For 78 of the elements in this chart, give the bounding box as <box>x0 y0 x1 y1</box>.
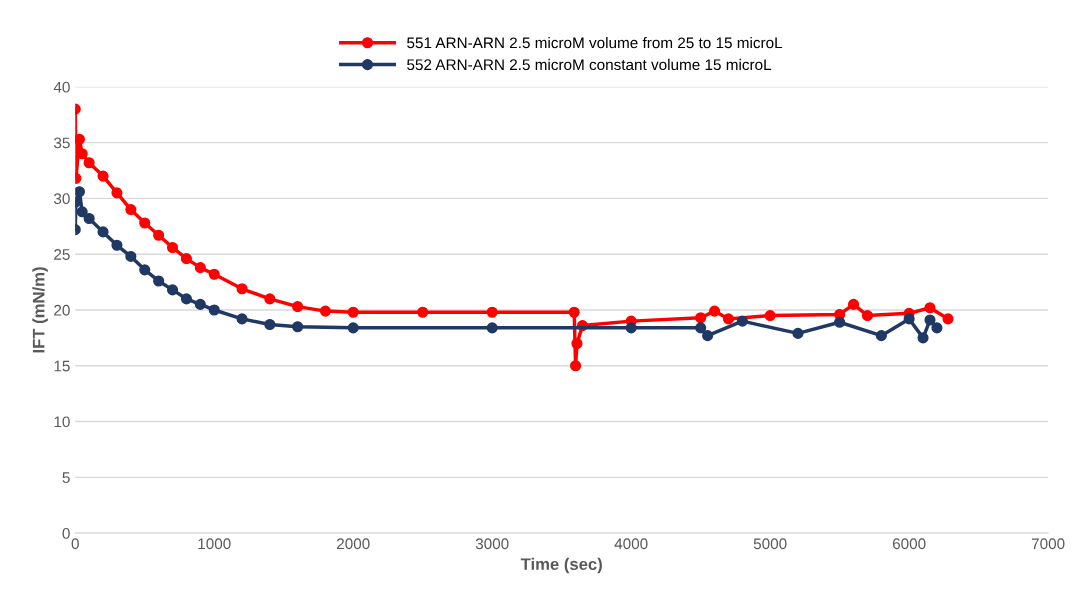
point <box>83 212 95 225</box>
point <box>236 313 248 325</box>
point <box>942 313 954 325</box>
point <box>570 360 582 372</box>
x-tick-label: 3000 <box>475 538 509 550</box>
point <box>194 262 206 274</box>
point <box>97 170 109 182</box>
point <box>764 310 776 322</box>
point <box>702 330 714 342</box>
point <box>736 315 748 327</box>
point <box>722 313 735 325</box>
point <box>695 322 707 334</box>
point <box>111 187 123 199</box>
point <box>625 322 637 334</box>
point <box>208 268 220 280</box>
point <box>264 293 276 305</box>
point <box>486 322 498 334</box>
point <box>153 229 165 241</box>
point <box>861 310 874 322</box>
point <box>875 330 887 342</box>
y-tick-label: 30 <box>53 193 70 205</box>
point <box>695 312 707 324</box>
point <box>924 302 936 314</box>
x-tick-label: 7000 <box>1031 538 1065 550</box>
y-tick-label: 35 <box>53 137 70 149</box>
point <box>76 206 88 218</box>
point <box>83 157 95 169</box>
point <box>568 306 580 318</box>
point <box>153 275 165 287</box>
point <box>194 298 206 310</box>
point <box>924 314 936 326</box>
point <box>111 239 123 251</box>
point <box>180 253 192 265</box>
point <box>166 241 179 254</box>
point <box>292 301 304 313</box>
point <box>834 316 846 328</box>
x-axis-title: Time (sec) <box>520 557 602 574</box>
x-tick-label: 1000 <box>198 538 231 550</box>
point <box>319 305 331 317</box>
y-tick-label: 0 <box>62 527 70 539</box>
y-tick-label: 15 <box>54 360 70 372</box>
y-tick-label: 20 <box>54 304 70 316</box>
point <box>166 284 179 296</box>
y-axis-title: IFT (mN/m) <box>32 267 48 353</box>
point <box>347 306 359 318</box>
point <box>180 293 192 305</box>
point <box>264 318 276 331</box>
y-tick-label: 40 <box>53 81 70 93</box>
x-tick-label: 5000 <box>753 538 787 550</box>
point <box>75 186 85 198</box>
legend-label: 552 ARN-ARN 2.5 microM constant volume 15 microL <box>407 58 772 71</box>
point <box>931 322 943 334</box>
y-tick-label: 5 <box>62 472 70 484</box>
legend-label: 551 ARN-ARN 2.5 microM volume from 25 to 15 microL <box>407 36 783 49</box>
point <box>97 226 109 238</box>
point <box>208 304 220 316</box>
point <box>917 332 929 344</box>
point <box>847 298 860 310</box>
point <box>792 327 804 339</box>
point <box>125 204 137 216</box>
y-tick-label: 10 <box>54 416 70 428</box>
point <box>75 133 85 145</box>
point <box>571 337 583 350</box>
x-tick-label: 0 <box>71 538 79 550</box>
point <box>292 321 304 333</box>
point <box>347 322 359 334</box>
point <box>486 306 498 318</box>
point <box>236 283 248 295</box>
x-tick-label: 6000 <box>892 538 926 550</box>
x-tick-label: 4000 <box>614 538 648 550</box>
point <box>125 250 137 262</box>
point <box>139 217 151 229</box>
y-tick-label: 25 <box>54 249 70 260</box>
point <box>139 264 151 276</box>
point <box>709 305 721 317</box>
x-tick-label: 2000 <box>336 538 370 550</box>
point <box>903 313 915 325</box>
point <box>417 306 429 318</box>
